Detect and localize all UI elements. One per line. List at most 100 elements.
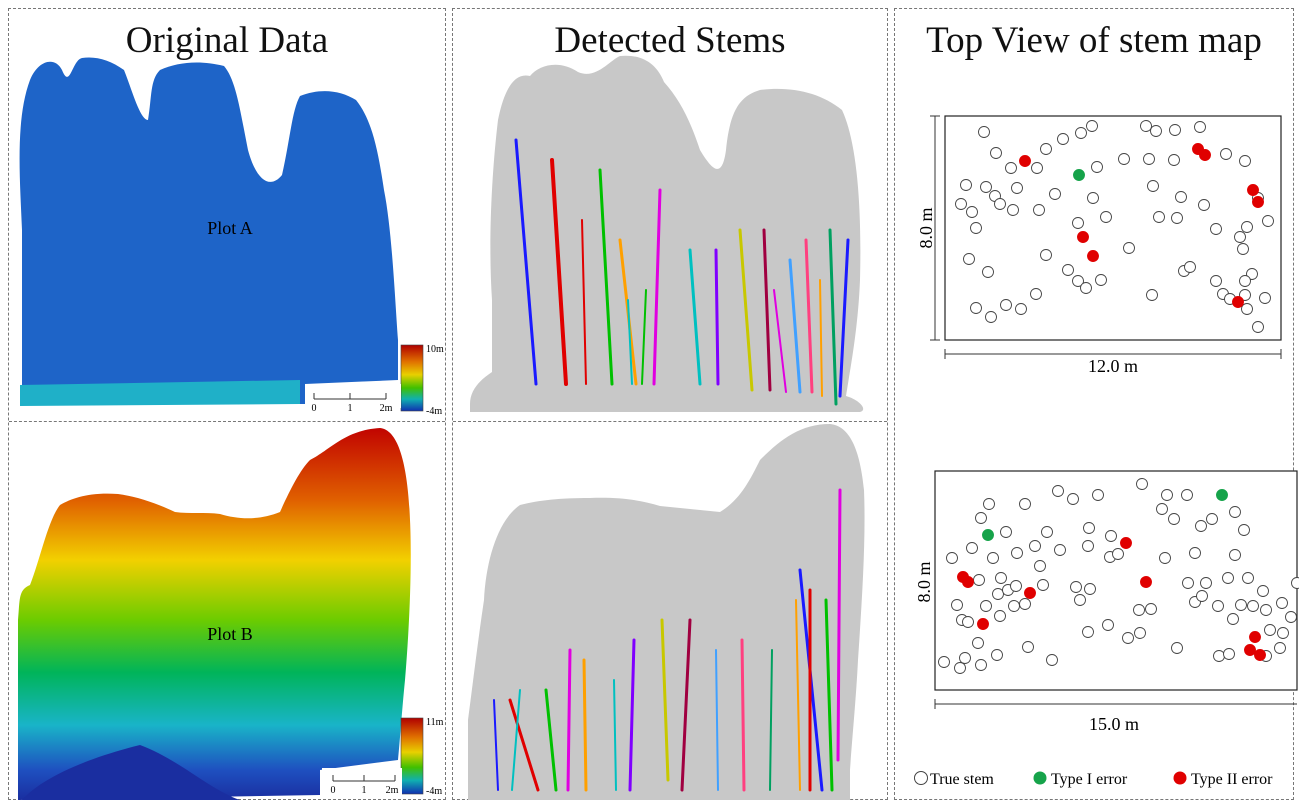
detected-stem-line (795, 599, 801, 791)
scale-a-tick: 1 (348, 403, 353, 414)
true-stem-marker (960, 179, 972, 191)
true-stem-marker (1030, 288, 1042, 300)
legend-type1-marker (1033, 771, 1047, 785)
true-stem-marker (1147, 180, 1159, 192)
true-stem-marker (1087, 192, 1099, 204)
true-stem-marker (1175, 191, 1187, 203)
detected-stems-title: Detected Stems (554, 20, 786, 61)
true-stem-marker (1031, 162, 1043, 174)
true-stem-marker (1019, 498, 1031, 510)
true-stem-marker (991, 649, 1003, 661)
detected-stem-line (740, 638, 746, 792)
true-stem-marker (1171, 642, 1183, 654)
panel-divider (453, 421, 887, 422)
true-stem-marker (1062, 264, 1074, 276)
true-stem-marker (994, 198, 1006, 210)
true-stem-marker (1241, 303, 1253, 315)
type1-error-marker (1073, 169, 1085, 181)
true-stem-marker (1052, 485, 1064, 497)
true-stem-marker (1072, 275, 1084, 287)
panel-divider (9, 421, 445, 422)
true-stem-marker (1276, 597, 1288, 609)
detected-stem-line (628, 638, 636, 792)
true-stem-marker (1000, 299, 1012, 311)
true-stem-marker (1091, 161, 1103, 173)
true-stem-marker (1007, 204, 1019, 216)
detected-stem-line (824, 598, 834, 792)
true-stem-marker (1247, 600, 1259, 612)
true-stem-marker (1246, 268, 1258, 280)
detected-stem-line (613, 679, 617, 791)
original-data-panel: Original Data (8, 8, 446, 800)
true-stem-marker (962, 616, 974, 628)
true-stem-marker (995, 572, 1007, 584)
true-stem-marker (1008, 600, 1020, 612)
true-stem-marker (1040, 249, 1052, 261)
detected-stem-line (544, 688, 558, 792)
true-stem-marker (955, 198, 967, 210)
true-stem-marker (980, 181, 992, 193)
distance-scale-a: 0 1 2m (305, 384, 401, 414)
true-stem-marker (983, 498, 995, 510)
plot-b-point-cloud (18, 428, 411, 800)
scale-b-tick: 1 (362, 785, 367, 796)
legend-type1-label: Type I error (1051, 771, 1128, 788)
true-stem-marker (975, 512, 987, 524)
scale-b-tick: 0 (331, 785, 336, 796)
true-stem-marker (1277, 627, 1289, 639)
true-stem-marker (987, 552, 999, 564)
true-stem-marker (1010, 580, 1022, 592)
true-stem-marker (1189, 547, 1201, 559)
true-stem-marker (1168, 513, 1180, 525)
type2-error-marker (1199, 149, 1211, 161)
legend: True stem Type I error Type II error (914, 771, 1273, 788)
true-stem-marker (1168, 154, 1180, 166)
true-stem-marker (1122, 632, 1134, 644)
plot-a-detected-stems (514, 138, 850, 406)
color-scale-a: 10m -4m (400, 344, 444, 417)
true-stem-marker (1252, 321, 1264, 333)
true-stem-marker (1169, 124, 1181, 136)
true-stem-marker (1182, 577, 1194, 589)
true-stem-marker (1033, 204, 1045, 216)
true-stem-marker (966, 542, 978, 554)
true-stem-marker (954, 662, 966, 674)
type2-error-marker (1244, 644, 1256, 656)
true-stem-marker (1146, 289, 1158, 301)
true-stem-marker (1200, 577, 1212, 589)
true-stem-marker (1222, 572, 1234, 584)
detected-stem-line (652, 188, 662, 386)
true-stem-marker (992, 588, 1004, 600)
true-stem-marker (1212, 600, 1224, 612)
true-stem-marker (1259, 292, 1271, 304)
true-stem-marker (1184, 261, 1196, 273)
true-stem-marker (1074, 594, 1086, 606)
true-stem-marker (1181, 489, 1193, 501)
true-stem-marker (1195, 520, 1207, 532)
true-stem-marker (1082, 626, 1094, 638)
true-stem-marker (1291, 577, 1299, 589)
type2-error-marker (962, 576, 974, 588)
true-stem-marker (1210, 275, 1222, 287)
true-stem-marker (1239, 289, 1251, 301)
true-stem-marker (963, 253, 975, 265)
detected-stem-line (550, 158, 568, 386)
top-view-title: Top View of stem map (926, 20, 1262, 61)
original-data-title: Original Data (125, 20, 329, 61)
detected-stem-line (819, 279, 823, 397)
stem-map-a-height-label: 8.0 m (916, 207, 936, 248)
detected-stem-line (508, 698, 540, 792)
plot-b-gray-cloud (468, 424, 865, 800)
detected-stem-line (582, 658, 588, 792)
true-stem-marker (1143, 153, 1155, 165)
detected-stem-line (627, 299, 633, 385)
color-scale-a-max: 10m (426, 344, 444, 355)
detected-stem-line (641, 289, 647, 385)
detected-stem-line (804, 238, 814, 394)
legend-true-stem-marker (914, 771, 928, 785)
plot-a-gray-cloud (470, 55, 864, 413)
true-stem-marker (1260, 604, 1272, 616)
true-stem-marker (1075, 127, 1087, 139)
true-stem-marker (1080, 282, 1092, 294)
type2-error-marker (1077, 231, 1089, 243)
